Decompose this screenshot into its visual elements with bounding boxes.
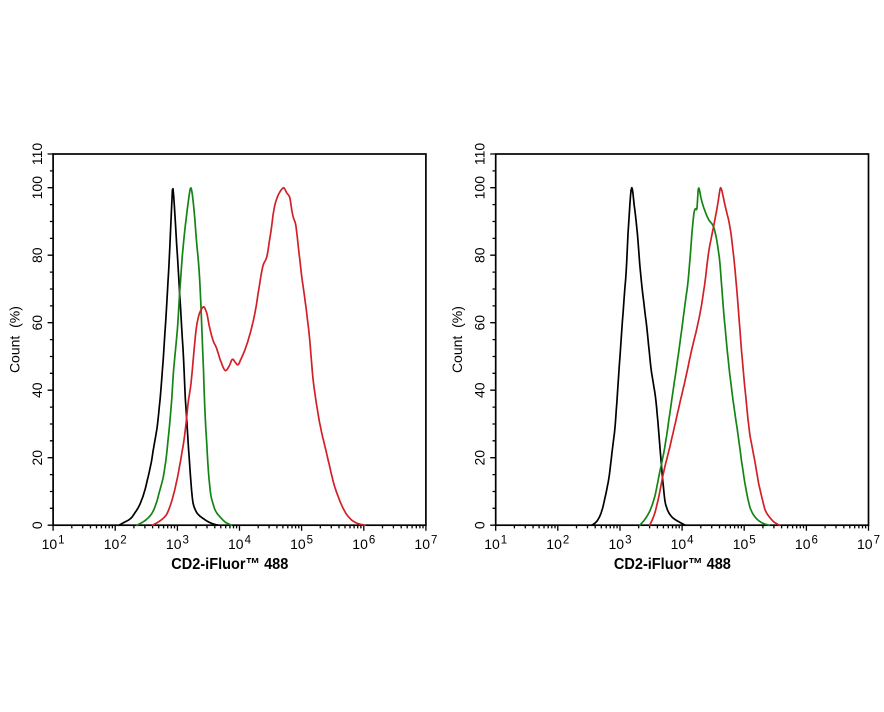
svg-text:20: 20 <box>29 450 45 466</box>
svg-text:110: 110 <box>472 143 488 166</box>
svg-text:60: 60 <box>472 315 488 331</box>
svg-text:0: 0 <box>29 521 45 529</box>
svg-text:60: 60 <box>29 315 45 331</box>
svg-text:CD2-iFluor™ 488: CD2-iFluor™ 488 <box>171 556 288 573</box>
svg-text:40: 40 <box>472 382 488 398</box>
svg-text:Count (%): Count (%) <box>7 306 23 373</box>
svg-text:0: 0 <box>472 521 488 529</box>
svg-text:110: 110 <box>29 143 45 166</box>
svg-text:80: 80 <box>472 247 488 263</box>
svg-text:40: 40 <box>29 382 45 398</box>
svg-text:100: 100 <box>29 176 45 200</box>
svg-text:Count (%): Count (%) <box>449 306 465 373</box>
svg-text:20: 20 <box>472 450 488 466</box>
svg-text:CD2-iFluor™ 488: CD2-iFluor™ 488 <box>614 556 731 573</box>
svg-text:100: 100 <box>472 176 488 200</box>
svg-text:80: 80 <box>29 247 45 263</box>
